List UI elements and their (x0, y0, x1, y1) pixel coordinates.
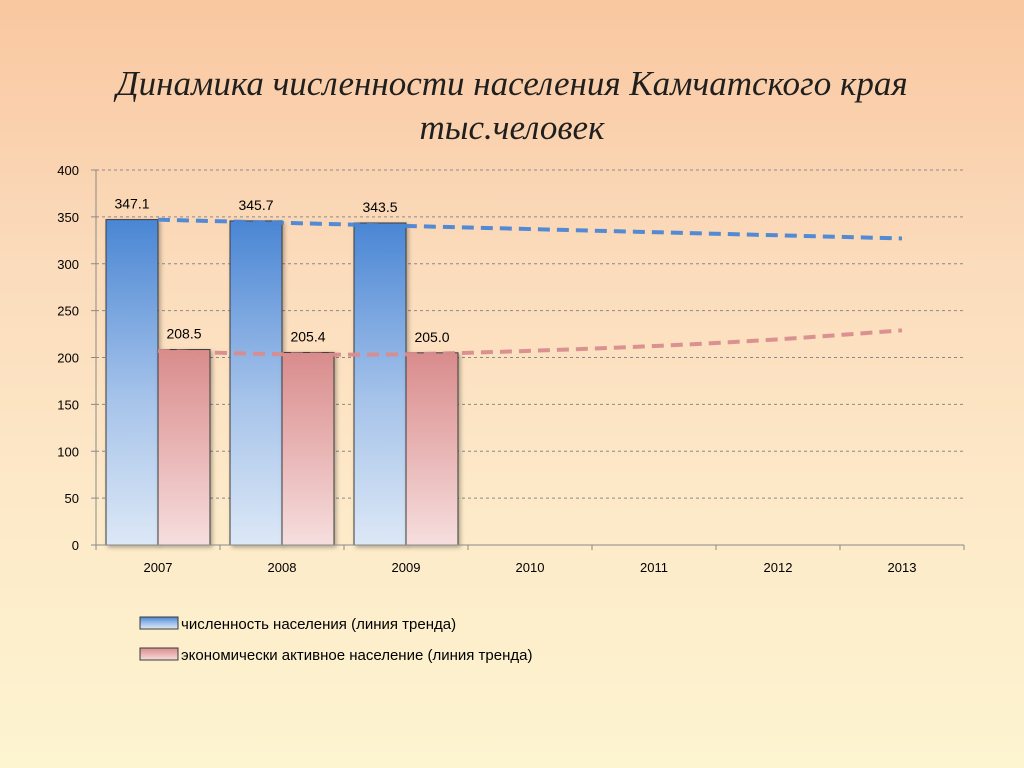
y-tick-label: 400 (57, 163, 79, 178)
x-tick-label: 2008 (268, 560, 297, 575)
y-tick-label: 0 (72, 538, 79, 553)
data-label: 205.4 (290, 328, 325, 344)
y-tick-label: 250 (57, 304, 79, 319)
data-label: 347.1 (114, 196, 149, 212)
x-tick-label: 2009 (392, 560, 421, 575)
x-tick-label: 2011 (640, 560, 668, 575)
y-tick-label: 200 (57, 351, 79, 366)
bar-2009-series-1 (353, 222, 407, 546)
y-tick-label: 100 (57, 444, 79, 459)
trend-line-series-1 (157, 217, 903, 241)
trend-line-series-2 (157, 328, 903, 357)
bar-2008-series-2 (281, 351, 335, 546)
chart-title: Динамика численности населения Камчатско… (0, 62, 1024, 150)
y-tick-label: 150 (57, 397, 79, 412)
chart-title-line-2: тыс.человек (419, 108, 605, 147)
legend-swatch-series-1 (139, 616, 179, 630)
chart-title-line-1: Динамика численности населения Камчатско… (116, 64, 908, 103)
x-tick-label: 2010 (516, 560, 545, 575)
y-tick-label: 300 (57, 257, 79, 272)
x-tick-label: 2007 (144, 560, 173, 575)
y-tick-label: 350 (57, 210, 79, 225)
x-tick-label: 2013 (888, 560, 917, 575)
data-label: 343.5 (362, 199, 397, 215)
legend-label-series-2: экономически активное население (линия т… (181, 647, 532, 664)
y-tick-label: 50 (65, 491, 79, 506)
legend-label-series-1: численность населения (линия тренда) (181, 616, 456, 633)
data-label: 205.0 (414, 329, 449, 345)
bar-2007-series-2 (157, 349, 211, 546)
data-label: 345.7 (238, 197, 273, 213)
bar-2009-series-2 (405, 352, 459, 546)
legend-swatch-series-2 (139, 647, 179, 661)
x-tick-label: 2012 (764, 560, 793, 575)
bar-2007-series-1 (105, 219, 159, 546)
bar-2008-series-1 (229, 220, 283, 546)
data-label: 208.5 (166, 326, 201, 342)
